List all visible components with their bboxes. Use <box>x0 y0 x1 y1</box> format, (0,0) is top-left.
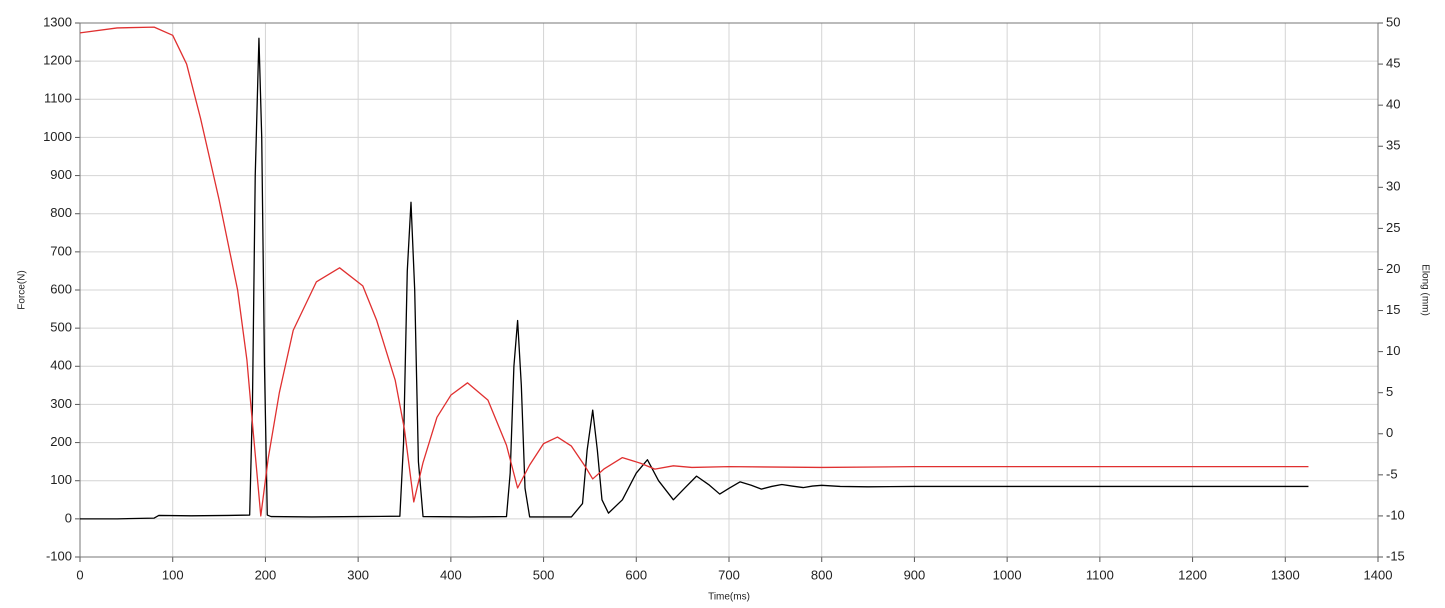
y-tick-label: 1300 <box>43 14 72 29</box>
y2-axis-label: Elong (mm) <box>1419 264 1430 316</box>
x-tick-label: 500 <box>533 567 555 582</box>
y2-tick-label: 30 <box>1386 179 1400 194</box>
y-tick-label: 600 <box>50 281 72 296</box>
x-tick-label: 400 <box>440 567 462 582</box>
y2-tick-label: 35 <box>1386 138 1400 153</box>
x-tick-label: 800 <box>811 567 833 582</box>
x-tick-label: 0 <box>76 567 83 582</box>
y2-tick-label: 50 <box>1386 14 1400 29</box>
x-tick-label: 900 <box>904 567 926 582</box>
y-tick-label: 1000 <box>43 129 72 144</box>
y2-tick-label: -10 <box>1386 507 1405 522</box>
y-tick-label: 1100 <box>44 91 72 106</box>
y-tick-label: 0 <box>65 510 72 525</box>
y-axis-label: Force(N) <box>17 270 28 309</box>
x-tick-label: 200 <box>255 567 277 582</box>
y-tick-label: 300 <box>50 396 72 411</box>
plot-frame <box>79 22 1379 558</box>
y2-tick-label: -15 <box>1386 548 1405 563</box>
y2-tick-label: 40 <box>1386 97 1400 112</box>
y2-tick-label: -5 <box>1386 466 1398 481</box>
y-tick-label: 1200 <box>43 53 72 68</box>
y2-tick-label: 10 <box>1386 343 1400 358</box>
x-tick-label: 700 <box>718 567 740 582</box>
y-tick-label: 900 <box>50 167 72 182</box>
y-tick-label: 700 <box>50 243 72 258</box>
y2-tick-label: 5 <box>1386 384 1393 399</box>
y2-tick-label: 25 <box>1386 220 1400 235</box>
y-tick-label: 800 <box>50 205 72 220</box>
x-axis-label: Time(ms) <box>708 592 750 603</box>
series-line <box>79 26 1309 517</box>
y-tick-label: 200 <box>50 434 72 449</box>
x-tick-label: 1000 <box>993 567 1022 582</box>
x-tick-label: 600 <box>625 567 647 582</box>
x-tick-label: 1400 <box>1364 567 1393 582</box>
x-tick-label: 100 <box>162 567 184 582</box>
x-tick-label: 1100 <box>1086 567 1114 582</box>
y2-tick-label: 20 <box>1386 261 1400 276</box>
y2-tick-label: 45 <box>1386 56 1400 71</box>
x-tick-label: 300 <box>347 567 369 582</box>
series-line <box>80 37 1309 520</box>
y-tick-label: 100 <box>50 472 72 487</box>
x-tick-label: 1300 <box>1271 567 1300 582</box>
y-tick-label: 500 <box>50 320 72 335</box>
y2-tick-label: 15 <box>1386 302 1400 317</box>
y2-tick-label: 0 <box>1386 425 1393 440</box>
y-tick-label: -100 <box>46 548 72 563</box>
x-tick-label: 1200 <box>1178 567 1207 582</box>
y-tick-label: 400 <box>50 358 72 373</box>
